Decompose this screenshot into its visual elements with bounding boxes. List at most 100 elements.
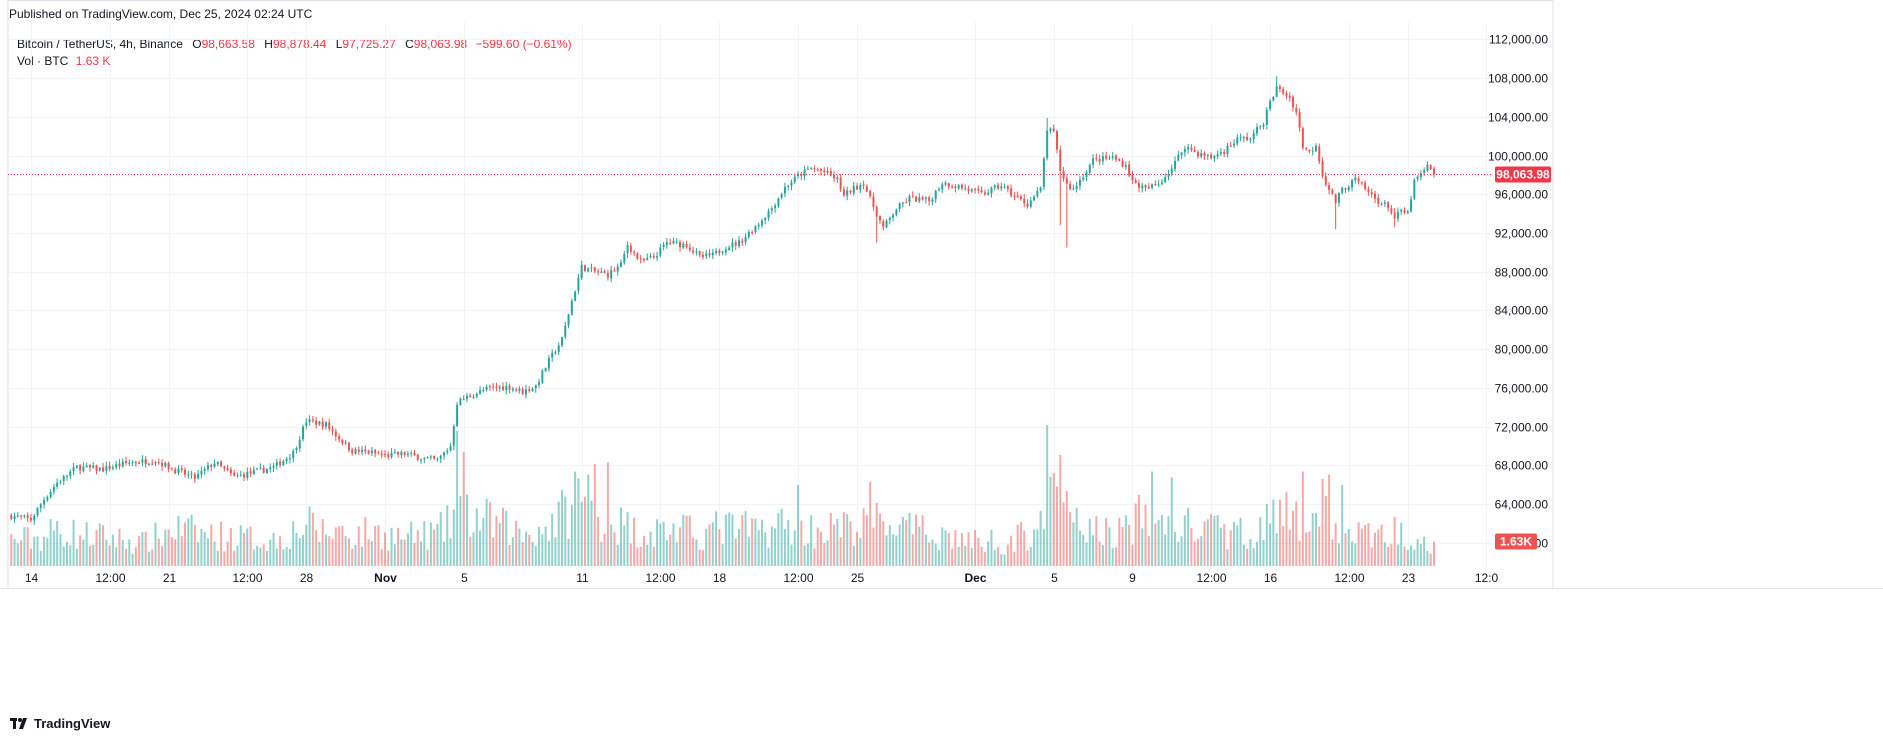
candle-body [305, 422, 308, 426]
candle-body [1098, 159, 1101, 162]
volume-bar [1347, 529, 1350, 566]
symbol-title[interactable]: Bitcoin / TetherUS, 4h, Binance [17, 37, 183, 51]
last-price-tag-label: 98,063.98 [1496, 168, 1550, 182]
candle-body [1321, 161, 1324, 177]
candle-body [764, 218, 767, 221]
volume-bar [1354, 543, 1357, 566]
candle-body [393, 451, 396, 453]
candle-body [1278, 86, 1281, 90]
candle-body [370, 450, 373, 454]
volume-bar [85, 522, 88, 566]
volume-bar [200, 528, 203, 566]
volume-bar [459, 495, 462, 566]
candle-body [1367, 189, 1370, 192]
volume-bar [108, 545, 111, 566]
volume-bar [921, 515, 924, 566]
volume-bar [1236, 525, 1239, 566]
candle-body [82, 466, 85, 472]
candle-body [547, 357, 550, 369]
volume-bar [577, 478, 580, 566]
tradingview-logo[interactable]: TradingView [10, 716, 110, 731]
volume-bar [1019, 521, 1022, 566]
volume-bar [708, 524, 711, 566]
candle-body [429, 456, 432, 458]
candle-body [554, 352, 557, 354]
candle-body [1341, 187, 1344, 193]
volume-bar [115, 547, 118, 566]
candle-body [321, 421, 324, 428]
volume-bar [1033, 529, 1036, 566]
volume-bar [1151, 471, 1154, 566]
candle-body [521, 389, 524, 395]
candle-body [1056, 131, 1059, 150]
volume-bar [620, 507, 623, 566]
candle-body [551, 352, 554, 358]
candle-body [921, 196, 924, 200]
volume-bar [705, 529, 708, 566]
volume-bar [1108, 527, 1111, 566]
open-key: O [192, 37, 202, 51]
volume-bar [682, 514, 685, 566]
candle-body [1026, 203, 1029, 207]
volume-bar [570, 504, 573, 566]
candle-body [1029, 200, 1032, 207]
candle-body [62, 475, 65, 482]
volume-bar [836, 519, 839, 566]
candle-body [947, 183, 950, 187]
candle-body [1242, 137, 1245, 139]
volume-bar [1314, 513, 1317, 566]
candle-body [951, 186, 954, 188]
volume-bar [1072, 522, 1075, 566]
candle-body [259, 467, 262, 469]
volume-bar [79, 535, 82, 566]
candle-body [364, 449, 367, 452]
candle-body [157, 462, 160, 464]
candle-body [1049, 128, 1052, 132]
time-axis[interactable]: 14 12:00 21 12:00 28 Nov 5 11 12:00 18 12:00 25 Dec 5… [25, 571, 1499, 585]
volume-bar [679, 527, 682, 566]
volume-bar [603, 533, 606, 566]
time-tick-label: 12:00 [232, 571, 262, 585]
volume-bar [465, 494, 468, 566]
candle-body [810, 167, 813, 169]
volume-bar [757, 530, 760, 566]
candle-body [49, 492, 52, 498]
volume-bar [75, 548, 78, 566]
candle-body [511, 388, 514, 391]
volume-bar [167, 529, 170, 566]
volume-bar [387, 550, 390, 566]
candle-body [534, 385, 537, 389]
candle-body [718, 250, 721, 254]
volume-bar [243, 533, 246, 566]
volume-bar [1426, 550, 1429, 566]
volume-bar [931, 539, 934, 566]
candle-body [688, 247, 691, 250]
candle-body [1370, 192, 1373, 195]
candle-body [613, 270, 616, 272]
candle-body [23, 515, 26, 517]
volume-bar [46, 537, 49, 566]
price-axis[interactable]: 112,000.00 108,000.00 104,000.00 100,000.00… [1488, 33, 1548, 551]
candle-body [203, 468, 206, 471]
candle-body [1252, 133, 1255, 140]
candle-body [715, 250, 718, 254]
candle-body [875, 206, 878, 217]
candle-body [1177, 154, 1180, 161]
volume-bar [839, 537, 842, 566]
candle-body [1301, 128, 1304, 148]
volume-label[interactable]: Vol · BTC [17, 54, 69, 68]
candle-body [288, 457, 291, 460]
volume-bar [1062, 502, 1065, 566]
volume-bar [669, 534, 672, 566]
volume-bar [1278, 499, 1281, 566]
volume-bar [272, 533, 275, 566]
volume-bar [1432, 541, 1435, 566]
volume-bar [1042, 529, 1045, 566]
candle-body [856, 185, 859, 190]
volume-bar [488, 502, 491, 566]
volume-bar [1239, 517, 1242, 566]
volume-bar [715, 511, 718, 566]
volume-bar [875, 502, 878, 566]
volume-bar [731, 514, 734, 566]
